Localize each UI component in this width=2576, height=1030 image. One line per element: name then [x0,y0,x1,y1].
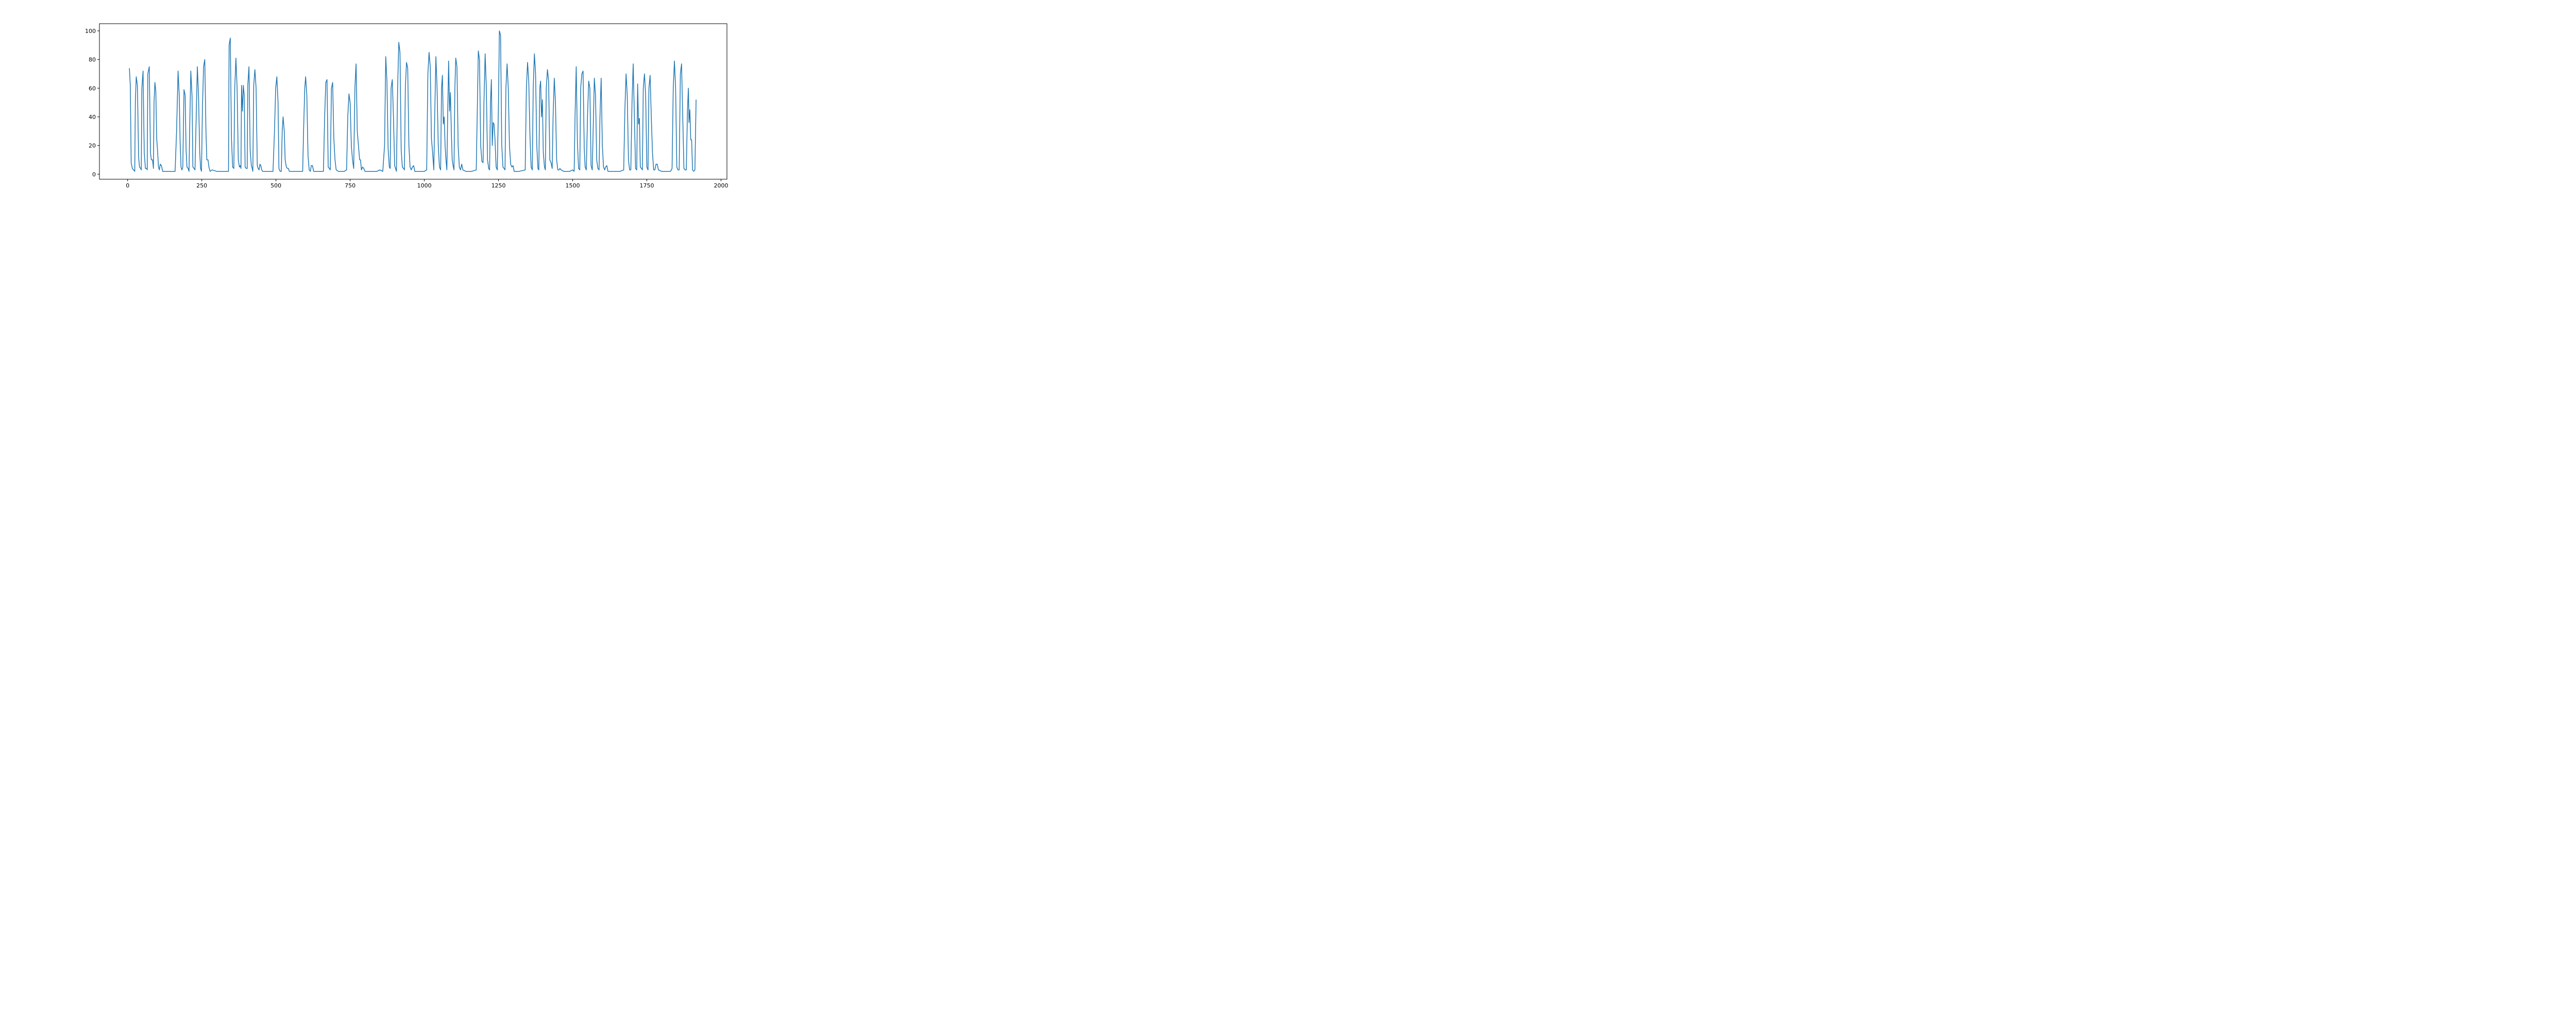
y-tick-label: 60 [89,85,96,92]
x-tick-label: 2000 [714,182,728,189]
y-tick-label: 80 [89,57,96,63]
x-tick-label: 1250 [492,182,506,189]
axes-frame [99,23,727,180]
line-chart: 0 250 500 750 1000 1250 1500 1750 2000 0 20 40 60 80 1… [0,0,796,199]
y-tick-label: 40 [89,114,96,121]
y-tick-label: 20 [89,143,96,149]
series-line-1 [129,30,697,172]
x-tick-label: 500 [270,182,281,189]
x-tick-label: 0 [126,182,129,189]
x-tick-label: 250 [196,182,207,189]
y-tick-label: 100 [85,28,96,35]
x-tick-label: 1000 [417,182,432,189]
x-tick-label: 1750 [640,182,654,189]
plot-area [129,30,697,172]
figure-background [0,0,796,199]
x-tick-label: 750 [345,182,355,189]
axis-ticks: 0 250 500 750 1000 1250 1500 1750 2000 0 20 40 60 80 1… [85,28,728,189]
y-tick-label: 0 [92,171,96,178]
x-tick-label: 1500 [566,182,580,189]
